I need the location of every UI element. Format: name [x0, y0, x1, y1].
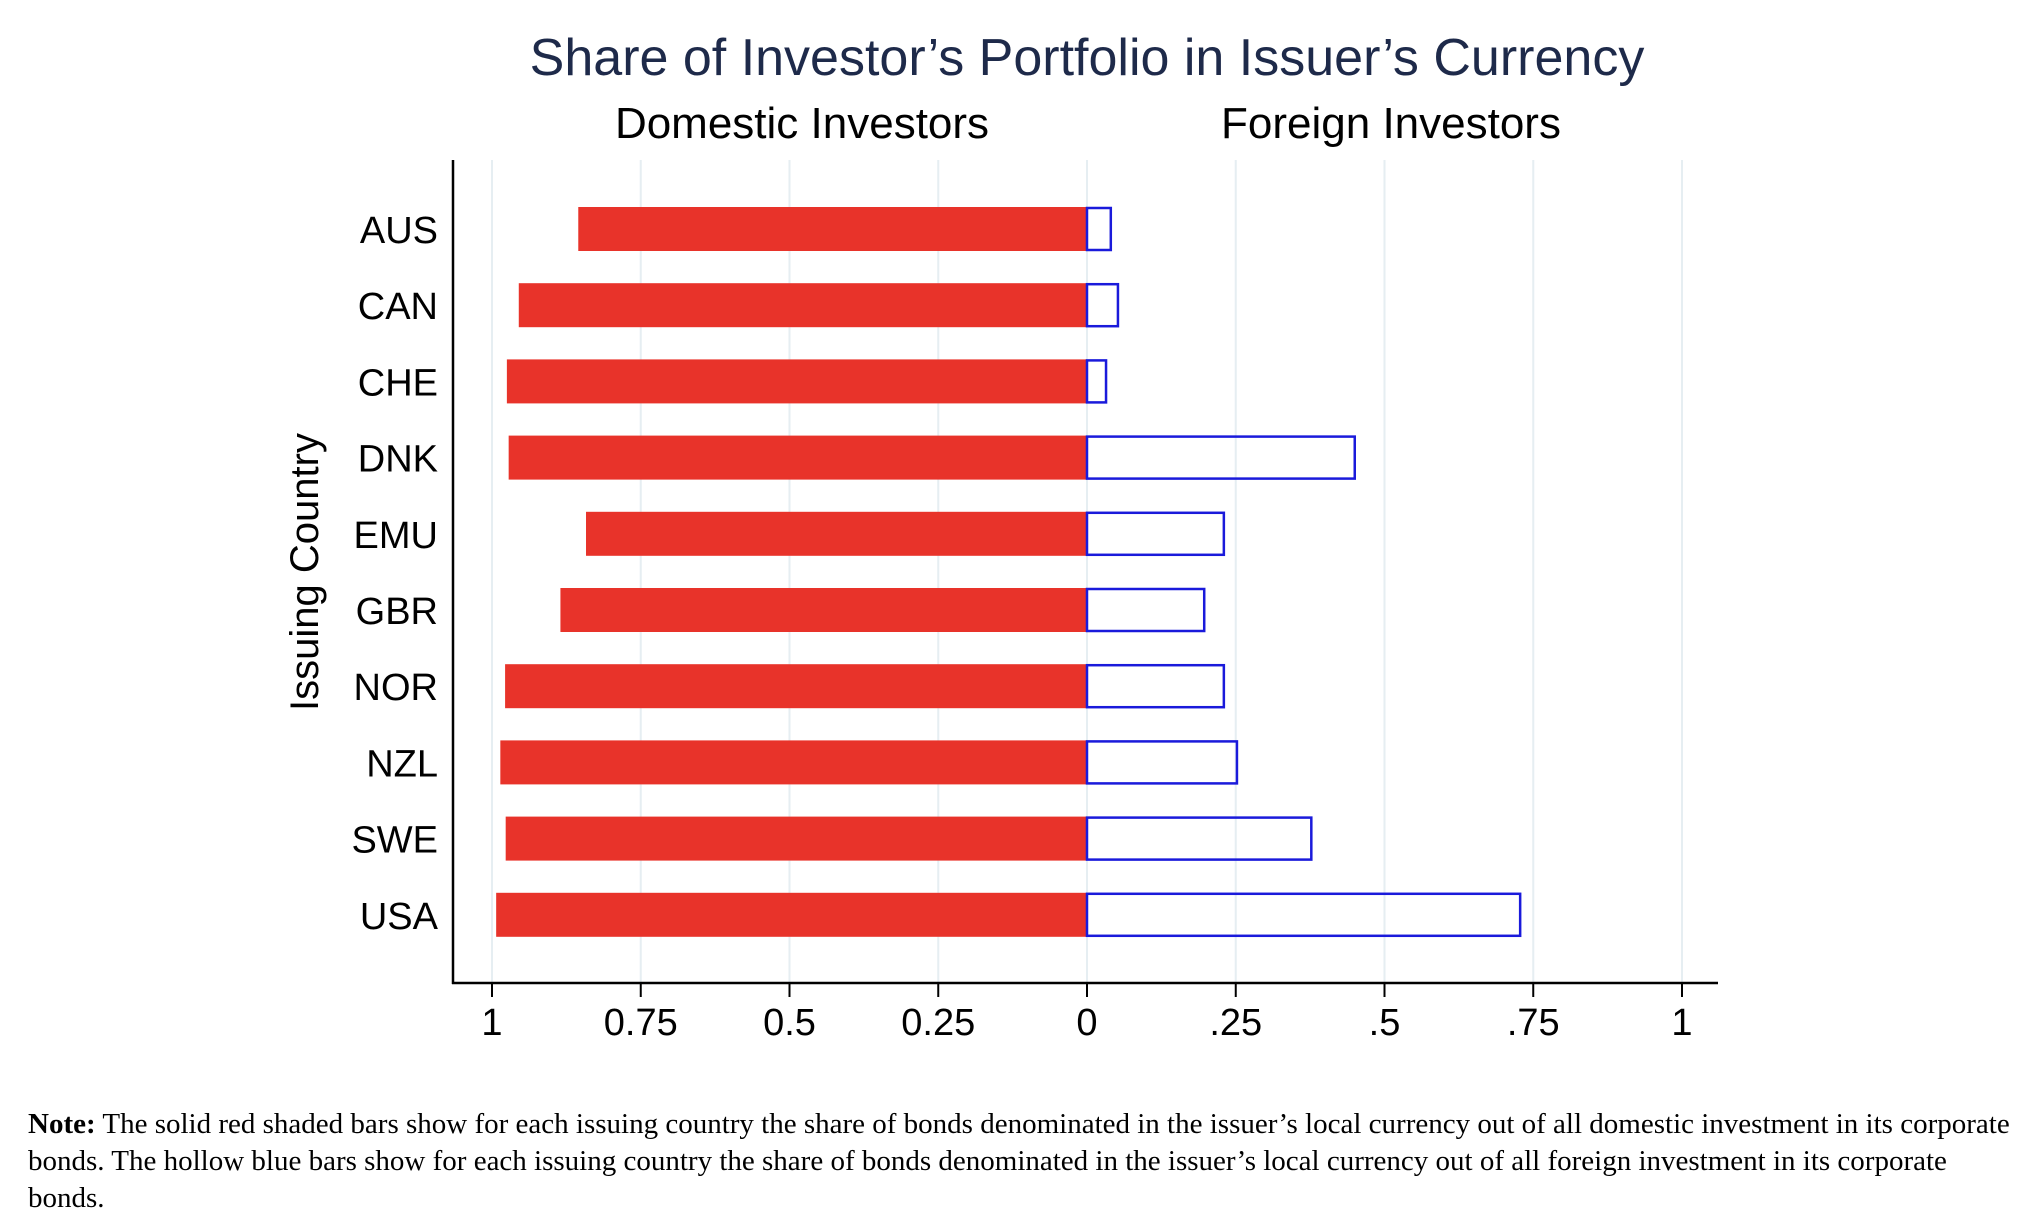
bars: [496, 206, 1522, 938]
x-tick-label: 1: [1671, 1002, 1692, 1044]
axes: [451, 160, 1718, 997]
x-tick-label: .75: [1507, 1002, 1560, 1044]
domestic-investors-label: Domestic Investors: [615, 99, 989, 148]
bar-foreign-usa: [1085, 892, 1522, 938]
bar-domestic-usa: [496, 892, 1087, 937]
category-label: SWE: [351, 820, 438, 862]
category-label: EMU: [354, 515, 438, 557]
category-label: AUS: [360, 210, 438, 252]
bar-foreign-dnk: [1085, 435, 1356, 480]
bar-foreign-che: [1085, 359, 1108, 404]
chart: Share of Investor’s Portfolio in Issuer’…: [283, 29, 1718, 1044]
note-label: Note:: [28, 1108, 96, 1140]
bar-domestic-gbr: [560, 588, 1087, 632]
bar-foreign-nzl: [1085, 740, 1239, 785]
chart-title: Share of Investor’s Portfolio in Issuer’…: [530, 29, 1645, 87]
bar-domestic-can: [518, 283, 1087, 328]
category-label: GBR: [356, 591, 438, 633]
bar-domestic-aus: [578, 207, 1087, 251]
bar-domestic-che: [506, 359, 1087, 404]
bar-domestic-nzl: [500, 740, 1088, 785]
footnote: Note: The solid red shaded bars show for…: [28, 1106, 2018, 1217]
bar-domestic-nor: [505, 664, 1088, 709]
bar-domestic-dnk: [508, 435, 1087, 480]
x-tick-label: 0.5: [763, 1002, 816, 1044]
note-text: The solid red shaded bars show for each …: [28, 1108, 2010, 1214]
y-axis-title: Issuing Country: [283, 433, 327, 711]
category-label: CHE: [358, 362, 438, 404]
x-tick-label: 0: [1076, 1002, 1097, 1044]
x-tick-label: 1: [481, 1002, 502, 1044]
x-tick-label: 0.25: [901, 1002, 975, 1044]
bar-foreign-gbr: [1085, 587, 1206, 633]
category-label: DNK: [358, 439, 438, 481]
bar-domestic-swe: [505, 816, 1087, 861]
tick-labels: 1 0.75 0.5 0.25 0.25.5.75 1: [481, 1002, 1692, 1044]
bar-foreign-swe: [1085, 816, 1313, 861]
category-label: NOR: [354, 667, 438, 709]
bar-foreign-aus: [1085, 206, 1113, 252]
x-tick-label: .5: [1369, 1002, 1401, 1044]
bar-foreign-nor: [1085, 663, 1226, 709]
x-tick-label: .25: [1209, 1002, 1262, 1044]
bar-domestic-emu: [586, 511, 1087, 556]
category-label: USA: [360, 896, 439, 938]
foreign-investors-label: Foreign Investors: [1221, 99, 1561, 148]
x-tick-label: 0.75: [604, 1002, 678, 1044]
bar-foreign-emu: [1085, 511, 1226, 557]
category-label: NZL: [366, 743, 438, 785]
category-labels: AUS CAN CHE DNK EMU GBR NOR NZL SWE USA: [351, 210, 438, 938]
category-label: CAN: [358, 286, 438, 328]
bar-foreign-can: [1085, 282, 1120, 328]
